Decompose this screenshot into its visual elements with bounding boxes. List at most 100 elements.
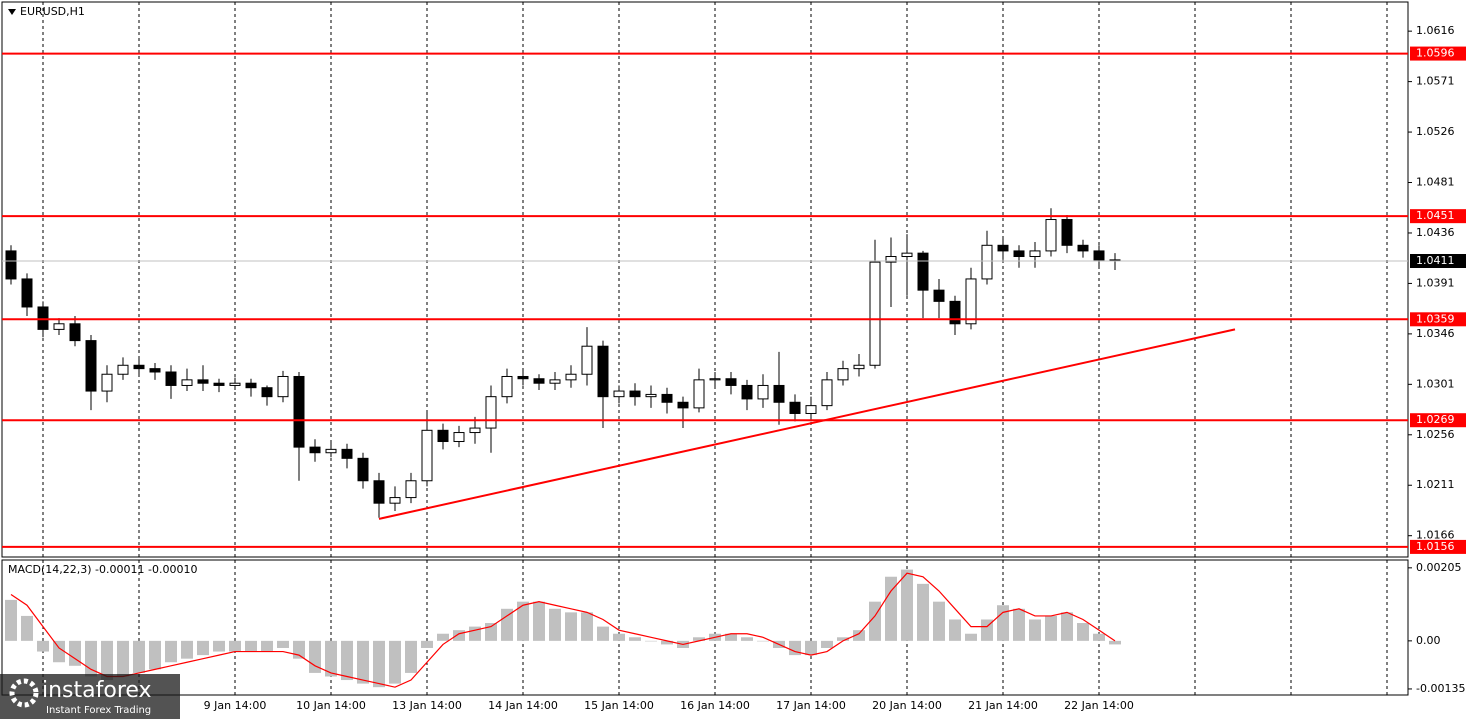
- candle-body: [309, 446, 321, 454]
- current-price-label: 1.0411: [1416, 254, 1455, 267]
- candle-body: [997, 244, 1009, 252]
- y-tick-label: 1.0391: [1416, 276, 1455, 289]
- macd-bar: [1093, 633, 1105, 641]
- x-tick-label: 22 Jan 14:00: [1064, 699, 1134, 712]
- macd-bar: [821, 640, 833, 648]
- macd-bar: [501, 608, 513, 641]
- level-label-bg: [1410, 209, 1466, 224]
- candle-body: [21, 278, 33, 308]
- candle-body: [277, 375, 289, 398]
- candle-body: [901, 252, 913, 258]
- macd-bar: [261, 640, 273, 652]
- logo-bg: [0, 674, 180, 719]
- macd-bar: [965, 633, 977, 641]
- trendline: [378, 328, 1236, 520]
- candle-body: [181, 379, 193, 386]
- y-tick-label: 0.00205: [1416, 561, 1462, 574]
- macd-bar: [581, 612, 593, 641]
- macd-bar: [389, 640, 401, 684]
- macd-bar: [277, 640, 289, 648]
- x-tick-label: 13 Jan 14:00: [392, 699, 462, 712]
- macd-bar: [197, 640, 209, 656]
- candle-body: [5, 250, 17, 280]
- candle-body: [709, 378, 721, 381]
- candle-body: [1061, 219, 1073, 246]
- plot: [2, 52, 1408, 688]
- x-tick-label: 20 Jan 14:00: [872, 699, 942, 712]
- macd-bar: [885, 576, 897, 641]
- price-panel: [1, 1, 1409, 558]
- macd-bar: [21, 615, 33, 641]
- candle-body: [101, 373, 113, 392]
- candle-body: [549, 379, 561, 384]
- macd-label: MACD(14,22,3) -0.00011 -0.00010: [8, 563, 197, 576]
- macd-panel: [1, 559, 1409, 696]
- candle-body: [981, 244, 993, 280]
- candle-body: [149, 368, 161, 373]
- logo: instaforex Instant Forex Trading: [0, 674, 180, 719]
- macd-bar: [1045, 615, 1057, 641]
- macd-bar: [725, 633, 737, 641]
- candle-body: [613, 390, 625, 398]
- macd-bar: [181, 640, 193, 659]
- macd-bar: [741, 637, 753, 641]
- macd-bar: [805, 640, 817, 656]
- current-price-bg: [1410, 254, 1466, 268]
- macd-bar: [1077, 623, 1089, 641]
- level-label-bg: [1410, 46, 1466, 61]
- macd-bar: [693, 637, 705, 641]
- candle-body: [853, 364, 865, 370]
- logo-icon: [9, 678, 39, 708]
- y-tick-label: 1.0346: [1416, 327, 1455, 340]
- logo-name: instaforex: [42, 678, 152, 703]
- macd-bar: [613, 633, 625, 641]
- macd-bar: [901, 569, 913, 641]
- candle-body: [821, 379, 833, 407]
- macd-bar: [133, 640, 145, 673]
- candle-body: [677, 401, 689, 409]
- grid: [42, 2, 1388, 695]
- candle-body: [629, 390, 641, 398]
- macd-bar: [117, 640, 129, 677]
- macd-bar: [53, 640, 65, 663]
- candle-body: [773, 384, 785, 403]
- macd-bar: [229, 640, 241, 652]
- candle-body: [965, 278, 977, 325]
- candle-body: [197, 379, 209, 384]
- level-label: 1.0156: [1416, 540, 1455, 553]
- candle-body: [421, 429, 433, 482]
- y-tick-label: 1.0166: [1416, 529, 1455, 542]
- level-label-bg: [1410, 312, 1466, 327]
- macd-bar: [453, 630, 465, 641]
- x-tick-label: 10 Jan 14:00: [296, 699, 366, 712]
- candle-body: [469, 427, 481, 434]
- macd-bar: [1061, 612, 1073, 641]
- symbol-menu-arrow[interactable]: [8, 9, 16, 15]
- candle-body: [1077, 244, 1089, 252]
- macd-bar: [5, 599, 17, 641]
- level-label: 1.0596: [1416, 47, 1455, 60]
- macd-bar: [325, 640, 337, 677]
- macd-bar: [917, 583, 929, 641]
- level-label-bg: [1410, 413, 1466, 428]
- x-tick-label: 17 Jan 14:00: [776, 699, 846, 712]
- x-tick-label: 9 Jan 14:00: [204, 699, 267, 712]
- candle-body: [229, 382, 241, 386]
- macd-bar: [341, 640, 353, 681]
- candle-body: [565, 373, 577, 381]
- macd-bar: [293, 640, 305, 659]
- x-tick-label: 21 Jan 14:00: [968, 699, 1038, 712]
- candle-body: [885, 256, 897, 263]
- level-label: 1.0359: [1416, 312, 1455, 325]
- candle-body: [213, 382, 225, 386]
- candle-body: [805, 405, 817, 414]
- candle-body: [1013, 250, 1025, 258]
- candle-body: [69, 323, 81, 342]
- macd-bar: [1029, 619, 1041, 641]
- macd-bar: [933, 601, 945, 641]
- y-tick-label: 1.0436: [1416, 226, 1455, 239]
- macd-bar: [37, 640, 49, 652]
- macd-bar: [981, 619, 993, 641]
- x-tick-label: 14 Jan 14:00: [488, 699, 558, 712]
- macd-bar: [533, 601, 545, 641]
